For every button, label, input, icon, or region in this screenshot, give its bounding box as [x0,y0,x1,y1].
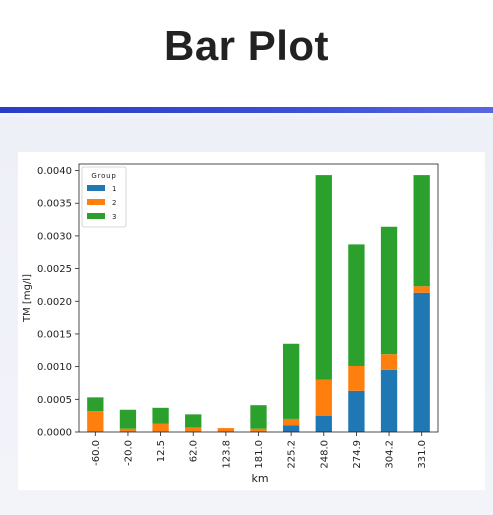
bar-248.0-group-1 [315,415,332,432]
x-tick-label: 62.0 [189,440,200,462]
legend-label-3: 3 [112,213,116,221]
y-tick-label: 0.0005 [37,395,72,406]
legend-swatch-2 [87,199,105,205]
legend-swatch-3 [87,213,105,219]
bar-304.2-group-2 [380,354,398,370]
legend-swatch-1 [87,185,105,191]
bar-225.2-group-3 [282,343,300,419]
bar-331.0-group-3 [413,175,430,287]
legend-box [81,166,127,228]
bar-181.0-group-3 [250,405,267,429]
axes-layer: 0.0000 0.0005 0.0010 0.0015 0.0020 0.0025 0.00… [37,163,439,469]
bar--60.0-group-3 [87,397,104,412]
bar-62.0-group-2 [185,427,202,432]
x-tick-label: 123.8 [221,440,232,469]
bar-304.2-group-1 [380,369,398,432]
bar-248.0-group-2 [315,379,332,416]
page-title: Bar Plot [163,22,330,69]
x-tick-label: -60.0 [91,440,102,466]
y-tick-label: 0.0015 [37,329,72,340]
accent-divider [0,107,493,113]
x-axis-label: km [251,472,268,485]
y-tick-label: 0.0025 [37,264,72,275]
bar-274.9-group-2 [348,365,365,391]
chart-card: 0.0000 0.0005 0.0010 0.0015 0.0020 0.0025 0.00… [18,152,485,490]
legend-label-1: 1 [112,185,116,193]
bar-331.0-group-1 [413,292,430,432]
x-tick-label: -20.0 [123,440,134,466]
legend: Group 1 2 3 [81,166,127,228]
bar-12.5-group-2 [152,423,169,432]
bars-layer [87,175,430,432]
y-tick-label: 0.0010 [37,362,72,373]
x-tick-label: 225.2 [287,440,298,469]
bar-331.0-group-2 [413,286,430,293]
bar-12.5-group-3 [152,407,169,424]
y-tick-label: 0.0040 [37,166,72,177]
x-tick-label: 248.0 [319,440,330,469]
y-axis-label: TM [mg/l] [22,274,33,323]
bar-62.0-group-3 [185,414,202,428]
bar-248.0-group-3 [315,175,332,380]
legend-label-2: 2 [112,199,116,207]
x-tick-label: 274.9 [352,440,363,469]
stacked-bar-chart: 0.0000 0.0005 0.0010 0.0015 0.0020 0.0025 0.00… [22,163,439,485]
y-tick-label: 0.0030 [37,231,72,242]
bar-181.0-group-2 [250,428,267,432]
bar-225.2-group-2 [282,418,300,426]
bar--60.0-group-2 [87,411,104,432]
x-tick-label: 331.0 [417,440,428,469]
legend-title: Group [91,172,116,180]
y-tick-label: 0.0020 [37,297,72,308]
bar--20.0-group-2 [119,428,137,432]
bar-225.2-group-1 [282,425,300,432]
x-tick-label: 304.2 [385,440,396,469]
y-tick-label: 0.0035 [37,199,72,210]
bar-274.9-group-3 [348,244,365,366]
bar-304.2-group-3 [380,226,398,355]
x-tick-label: 12.5 [156,440,167,462]
bar-274.9-group-1 [348,390,365,432]
y-tick-label: 0.0000 [37,428,72,439]
bar-123.8-group-2 [217,428,235,432]
page-header: Bar Plot [0,0,493,108]
x-tick-label: 181.0 [254,440,265,469]
bar--20.0-group-3 [119,409,137,429]
